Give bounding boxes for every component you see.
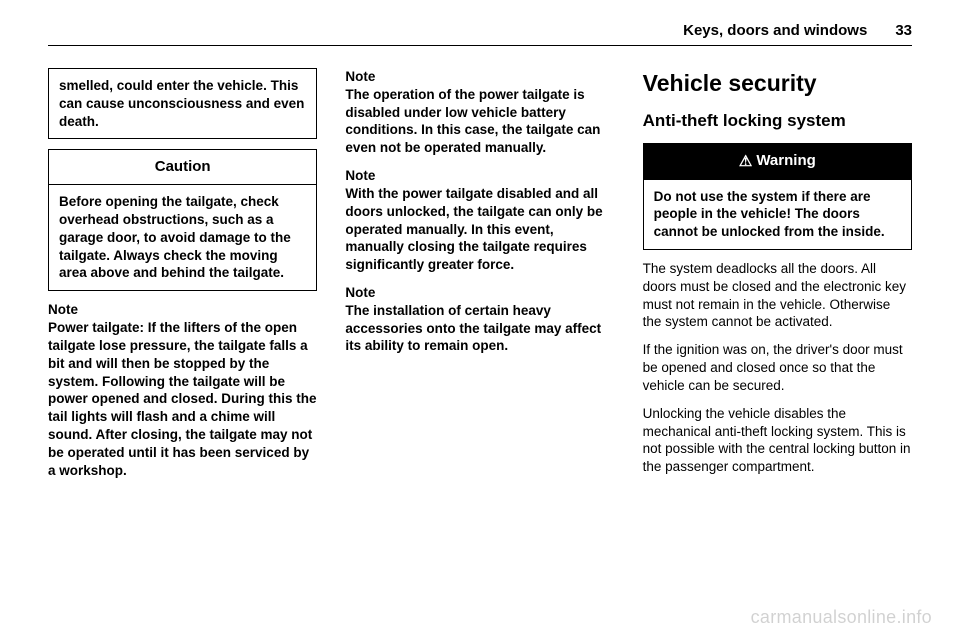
note1-label: Note <box>345 68 614 86</box>
continuation-text: smelled, could enter the vehicle. This c… <box>49 69 316 138</box>
continuation-box: smelled, could enter the vehicle. This c… <box>48 68 317 139</box>
watermark-text: carmanualsonline.info <box>751 607 932 628</box>
note-body: Power tailgate: If the lifters of the op… <box>48 319 317 479</box>
note2-body: With the power tailgate disabled and all… <box>345 185 614 274</box>
warning-box: ⚠Warning Do not use the system if there … <box>643 143 912 250</box>
note3-label: Note <box>345 284 614 302</box>
paragraph-1: The system deadlocks all the doors. All … <box>643 260 912 331</box>
manual-page: Keys, doors and windows 33 smelled, coul… <box>0 0 960 642</box>
warning-triangle-icon: ⚠ <box>739 152 752 172</box>
header-title: Keys, doors and windows <box>683 22 867 39</box>
header-page-number: 33 <box>895 22 912 39</box>
column-1: smelled, could enter the vehicle. This c… <box>48 68 317 479</box>
warning-body: Do not use the system if there are peopl… <box>644 180 911 249</box>
caution-body: Before opening the tailgate, check overh… <box>49 185 316 290</box>
section-heading-1: Vehicle security <box>643 68 912 98</box>
column-3: Vehicle security Anti-theft locking syst… <box>643 68 912 479</box>
paragraph-2: If the ignition was on, the driver's doo… <box>643 341 912 394</box>
caution-heading: Caution <box>49 150 316 185</box>
page-header: Keys, doors and windows 33 <box>48 22 912 46</box>
note1-body: The operation of the power tailgate is d… <box>345 86 614 157</box>
note2-label: Note <box>345 167 614 185</box>
warning-heading: ⚠Warning <box>644 144 911 180</box>
caution-box: Caution Before opening the tailgate, che… <box>48 149 317 291</box>
note3-body: The installation of certain heavy access… <box>345 302 614 355</box>
paragraph-3: Unlocking the vehicle disables the mecha… <box>643 405 912 476</box>
column-2: Note The operation of the power tailgate… <box>345 68 614 479</box>
content-columns: smelled, could enter the vehicle. This c… <box>48 68 912 479</box>
note-label: Note <box>48 301 317 319</box>
warning-label: Warning <box>756 152 815 169</box>
section-heading-2: Anti-theft locking system <box>643 110 912 132</box>
